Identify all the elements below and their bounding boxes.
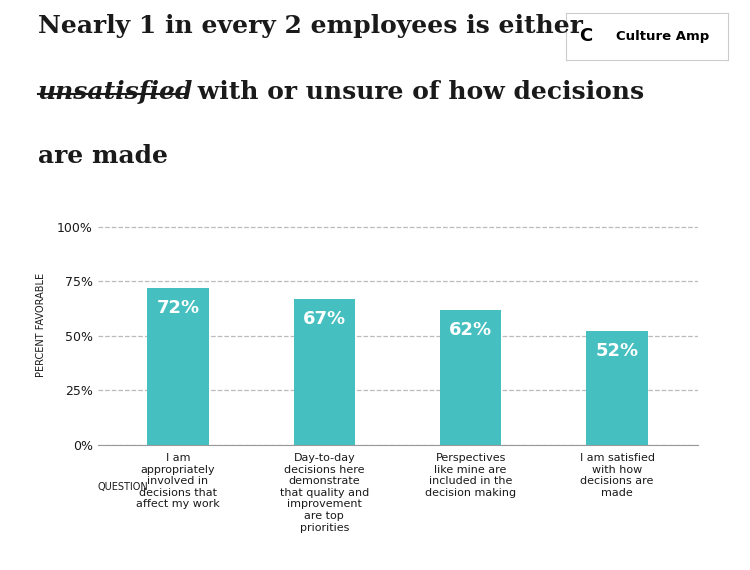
Text: Culture Amp: Culture Amp	[616, 30, 710, 43]
Bar	[147, 288, 208, 445]
Y-axis label: PERCENT FAVORABLE: PERCENT FAVORABLE	[36, 273, 46, 377]
Text: Nearly 1 in every 2 employees is either: Nearly 1 in every 2 employees is either	[38, 14, 582, 38]
Bar	[586, 331, 648, 445]
Text: 72%: 72%	[157, 299, 200, 317]
Text: are made: are made	[38, 144, 167, 168]
Text: 52%: 52%	[596, 343, 638, 360]
Text: C: C	[579, 27, 592, 46]
Text: QUESTION: QUESTION	[98, 482, 148, 492]
Text: with or unsure of how decisions: with or unsure of how decisions	[189, 80, 644, 104]
Text: unsatisfied: unsatisfied	[38, 80, 193, 104]
Bar	[293, 299, 355, 445]
Text: 67%: 67%	[303, 310, 346, 328]
Text: 62%: 62%	[449, 320, 492, 339]
Bar	[440, 310, 502, 445]
